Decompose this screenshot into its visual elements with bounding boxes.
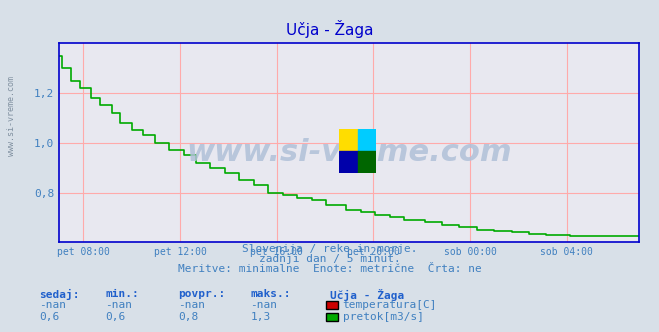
Bar xyxy=(339,129,358,151)
Text: www.si-vreme.com: www.si-vreme.com xyxy=(186,138,512,167)
Text: 0,8: 0,8 xyxy=(178,312,198,322)
Text: 0,6: 0,6 xyxy=(40,312,60,322)
Text: 1,3: 1,3 xyxy=(250,312,271,322)
Text: zadnji dan / 5 minut.: zadnji dan / 5 minut. xyxy=(258,254,401,264)
Text: sedaj:: sedaj: xyxy=(40,289,80,300)
Text: -nan: -nan xyxy=(105,300,132,310)
Text: -nan: -nan xyxy=(250,300,277,310)
Bar xyxy=(358,129,376,151)
Text: maks.:: maks.: xyxy=(250,289,291,299)
Text: -nan: -nan xyxy=(40,300,67,310)
Text: min.:: min.: xyxy=(105,289,139,299)
Text: povpr.:: povpr.: xyxy=(178,289,225,299)
Text: www.si-vreme.com: www.si-vreme.com xyxy=(7,76,16,156)
Text: Slovenija / reke in morje.: Slovenija / reke in morje. xyxy=(242,244,417,254)
Text: -nan: -nan xyxy=(178,300,205,310)
Text: Učja - Žaga: Učja - Žaga xyxy=(330,289,404,301)
Text: temperatura[C]: temperatura[C] xyxy=(343,300,437,310)
Text: 0,6: 0,6 xyxy=(105,312,126,322)
Bar xyxy=(339,151,358,173)
Bar xyxy=(358,151,376,173)
Text: pretok[m3/s]: pretok[m3/s] xyxy=(343,312,424,322)
Text: Meritve: minimalne  Enote: metrične  Črta: ne: Meritve: minimalne Enote: metrične Črta:… xyxy=(178,264,481,274)
Text: Učja - Žaga: Učja - Žaga xyxy=(286,20,373,38)
